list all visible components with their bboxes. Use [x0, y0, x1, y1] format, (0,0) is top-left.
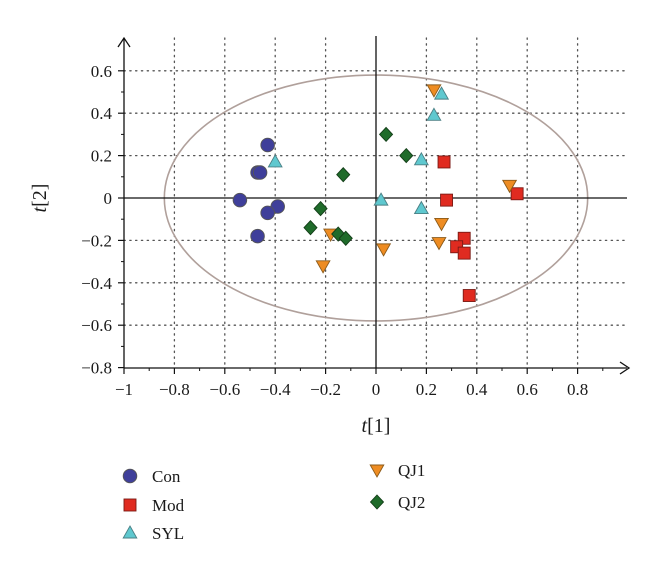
- data-point-con: [252, 165, 268, 180]
- x-axis-title: t[1]: [362, 415, 391, 437]
- data-point-con: [232, 192, 248, 208]
- legend-item-con: Con: [122, 467, 181, 486]
- legend-label-con: Con: [152, 467, 181, 486]
- legend: Con Mod SYL QJ1 QJ2: [122, 461, 425, 543]
- tick-labels: −1 −0.8 −0.6 −0.4 −0.2 0 0.2 0.4 0.6 0.80.60.40.2…: [81, 62, 588, 399]
- x-tick-label: 0.8: [567, 380, 588, 399]
- y-tick-label: −0.8: [81, 359, 112, 378]
- y-tick-label: −0.4: [81, 274, 112, 293]
- legend-item-syl: SYL: [122, 524, 184, 543]
- data-point-con: [260, 137, 275, 153]
- data-point-qj1: [501, 179, 518, 194]
- data-point-syl: [413, 151, 429, 166]
- legend-marker-mod: [123, 498, 137, 512]
- data-point-qj2: [336, 167, 351, 183]
- y-tick-label: 0.6: [91, 62, 112, 81]
- x-tick-label: −0.4: [260, 380, 291, 399]
- legend-label-mod: Mod: [152, 496, 185, 515]
- legend-marker-syl: [122, 525, 138, 539]
- y-tick-label: −0.6: [81, 316, 112, 335]
- data-point-con: [250, 228, 265, 244]
- data-point-qj2: [399, 147, 414, 164]
- legend-item-mod: Mod: [123, 496, 185, 515]
- x-tick-label: −0.6: [209, 380, 240, 399]
- legend-item-qj2: QJ2: [369, 493, 425, 512]
- data-point-qj1: [426, 84, 442, 98]
- data-point-qj2: [303, 220, 318, 236]
- data-point-qj1: [315, 260, 331, 274]
- legend-label-syl: SYL: [152, 524, 184, 543]
- data-point-qj2: [378, 126, 394, 143]
- data-point-qj2: [313, 200, 328, 217]
- axes: [117, 36, 631, 375]
- x-tick-label: −1: [115, 380, 133, 399]
- y-tick-label: 0.4: [91, 104, 113, 123]
- x-tick-label: 0: [372, 380, 381, 399]
- data-point-syl: [433, 86, 450, 100]
- grid: [123, 37, 626, 369]
- x-tick-label: −0.8: [159, 380, 190, 399]
- legend-item-qj1: QJ1: [369, 461, 425, 480]
- series-con: [232, 137, 285, 244]
- legend-label-qj2: QJ2: [398, 493, 425, 512]
- x-tick-label: 0.2: [416, 380, 437, 399]
- y-axis-title: t[2]: [29, 184, 51, 213]
- series-syl: [267, 86, 450, 215]
- y-tick-label: 0: [104, 189, 113, 208]
- data-point-qj1: [375, 243, 392, 257]
- data-point-con: [260, 205, 275, 221]
- data-point-mod: [510, 187, 524, 201]
- legend-marker-qj1: [369, 464, 385, 478]
- data-point-syl: [426, 107, 442, 121]
- y-tick-label: 0.2: [91, 147, 112, 166]
- legend-marker-qj2: [369, 494, 385, 510]
- data-point-mod: [457, 246, 471, 260]
- axis-titles: t[1] t[2]: [29, 184, 390, 437]
- data-point-qj2: [338, 230, 353, 246]
- x-tick-label: −0.2: [310, 380, 341, 399]
- series-qj2: [303, 126, 414, 246]
- data-point-syl: [373, 192, 389, 206]
- legend-marker-con: [122, 468, 138, 484]
- series-mod: [437, 155, 524, 302]
- data-points: [232, 84, 524, 302]
- x-tick-label: 0.6: [517, 380, 538, 399]
- x-axis-arrow: [619, 361, 631, 375]
- x-tick-label: 0.4: [466, 380, 488, 399]
- data-point-qj1: [433, 217, 450, 232]
- legend-label-qj1: QJ1: [398, 461, 425, 480]
- data-point-syl: [267, 154, 283, 168]
- y-axis-arrow: [117, 36, 131, 48]
- data-point-syl: [413, 200, 429, 215]
- data-point-qj1: [431, 237, 447, 251]
- data-point-mod: [437, 155, 451, 169]
- data-point-mod: [462, 289, 476, 302]
- data-point-mod: [440, 193, 454, 207]
- y-tick-label: −0.2: [81, 231, 112, 250]
